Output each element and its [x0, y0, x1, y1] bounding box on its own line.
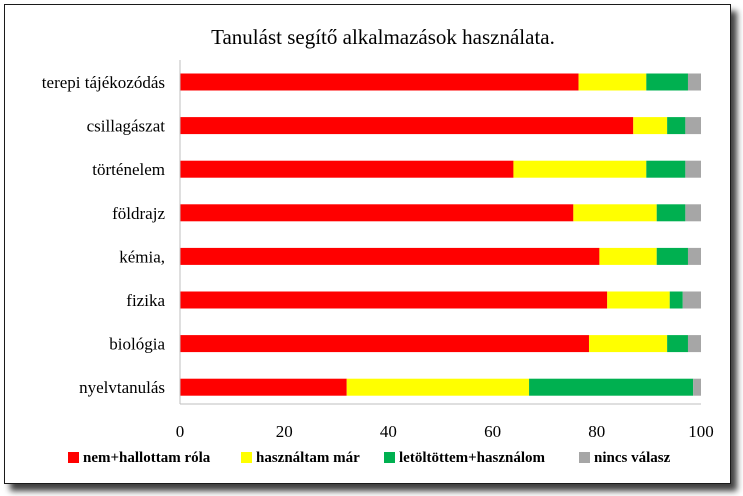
legend-label-4: nincs válasz — [594, 450, 671, 466]
category-label: fizika — [126, 291, 165, 310]
bar-3-series-3 — [646, 160, 686, 178]
bar-8-series-3 — [529, 378, 694, 396]
bar-5-series-3 — [656, 247, 688, 265]
bar-5-series-2 — [599, 247, 657, 265]
bar-4-series-4 — [685, 204, 701, 222]
legend-label-1: nem+hallottam róla — [83, 450, 211, 466]
legend: nem+hallottam róla használtam már letöltöt… — [68, 450, 671, 466]
bar-6-series-2 — [607, 291, 670, 309]
bar-6-series-1 — [180, 291, 608, 309]
bar-7-series-4 — [687, 335, 701, 353]
bar-3-series-1 — [180, 160, 514, 178]
category-label: földrajz — [112, 204, 165, 223]
bar-5-series-1 — [180, 247, 600, 265]
bar-7-series-2 — [588, 335, 668, 353]
x-tick-label: 80 — [588, 422, 605, 441]
x-tick-label: 100 — [688, 422, 714, 441]
legend-swatch-1 — [68, 452, 79, 463]
bar-3-series-4 — [685, 160, 701, 178]
bar-1-series-3 — [646, 73, 688, 91]
x-tick-labels: 0 20 40 60 80 100 — [176, 422, 714, 441]
category-label: terepi tájékozódás — [42, 73, 165, 92]
bar-2-series-3 — [667, 117, 686, 135]
legend-label-3: letöltöttem+használom — [399, 450, 546, 466]
category-labels: terepi tájékozódás csillagászat történelem… — [42, 73, 166, 397]
category-label: biológia — [109, 335, 165, 354]
legend-label-2: használtam már — [256, 450, 360, 466]
bar-4-series-1 — [180, 204, 574, 222]
legend-swatch-4 — [579, 452, 590, 463]
bar-8-series-4 — [693, 378, 701, 396]
legend-swatch-3 — [384, 452, 395, 463]
bar-5-series-4 — [687, 247, 701, 265]
bar-4-series-3 — [656, 204, 686, 222]
category-label: csillagászat — [87, 117, 166, 136]
bar-6-series-4 — [682, 291, 701, 309]
bar-7-series-1 — [180, 335, 589, 353]
bar-2-series-2 — [633, 117, 668, 135]
bar-7-series-3 — [667, 335, 688, 353]
category-label: történelem — [92, 160, 165, 179]
x-tick-label: 60 — [484, 422, 501, 441]
bar-2-series-4 — [685, 117, 701, 135]
x-tick-label: 0 — [176, 422, 185, 441]
bar-4-series-2 — [573, 204, 657, 222]
bar-3-series-2 — [513, 160, 647, 178]
bar-1-series-1 — [180, 73, 579, 91]
bar-8-series-1 — [180, 378, 347, 396]
bar-6-series-3 — [669, 291, 683, 309]
x-tick-label: 40 — [380, 422, 397, 441]
legend-swatch-2 — [241, 452, 252, 463]
x-tick-label: 20 — [276, 422, 293, 441]
category-label: nyelvtanulás — [79, 378, 165, 397]
bar-1-series-2 — [578, 73, 647, 91]
bars — [180, 73, 701, 396]
category-label: kémia, — [119, 247, 165, 266]
bar-2-series-1 — [180, 117, 634, 135]
chart-title: Tanulást segítő alkalmazások használata. — [211, 25, 555, 49]
bar-1-series-4 — [687, 73, 701, 91]
bar-8-series-2 — [346, 378, 530, 396]
